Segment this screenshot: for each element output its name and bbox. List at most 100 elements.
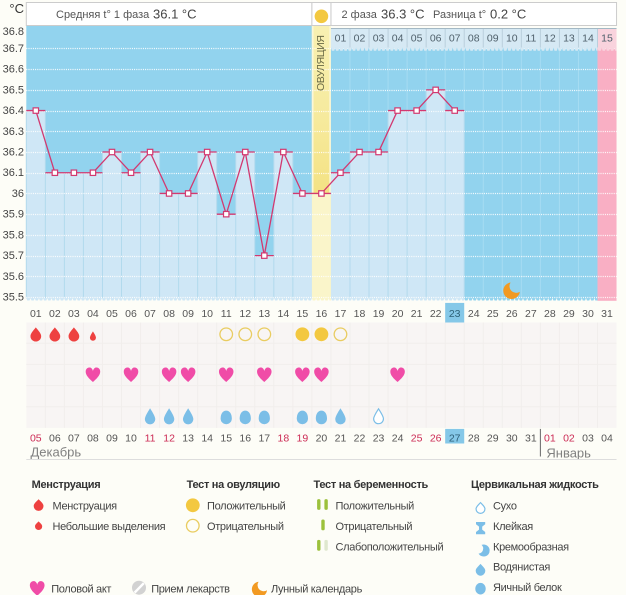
svg-text:21: 21 [335, 432, 347, 444]
svg-text:19: 19 [297, 432, 309, 444]
svg-text:Сухо: Сухо [493, 501, 517, 513]
svg-text:36.6: 36.6 [3, 64, 24, 76]
svg-text:26: 26 [506, 308, 518, 320]
svg-text:08: 08 [468, 33, 480, 45]
svg-text:35.5: 35.5 [3, 292, 24, 304]
svg-text:Отрицательный: Отрицательный [336, 521, 413, 533]
svg-text:25: 25 [487, 308, 499, 320]
svg-text:10: 10 [201, 308, 213, 320]
svg-text:25: 25 [411, 432, 423, 444]
svg-text:30: 30 [506, 432, 518, 444]
svg-text:Положительный: Положительный [207, 501, 286, 513]
svg-text:11: 11 [221, 308, 232, 320]
svg-text:12: 12 [544, 33, 556, 45]
svg-text:36.1 °C: 36.1 °C [153, 7, 197, 22]
svg-text:36: 36 [12, 188, 24, 200]
svg-text:29: 29 [487, 432, 499, 444]
svg-text:13: 13 [563, 33, 575, 45]
svg-text:36.3: 36.3 [3, 126, 24, 138]
svg-text:31: 31 [525, 432, 537, 444]
svg-text:22: 22 [354, 432, 366, 444]
svg-text:13: 13 [258, 308, 270, 320]
svg-text:03: 03 [582, 432, 594, 444]
svg-text:23: 23 [449, 308, 461, 320]
svg-text:Половой акт: Половой акт [51, 583, 111, 595]
svg-text:0.2 °C: 0.2 °C [490, 7, 526, 22]
svg-text:02: 02 [354, 33, 366, 45]
svg-text:05: 05 [30, 432, 42, 444]
svg-text:Лунный календарь: Лунный календарь [271, 583, 363, 595]
svg-text:Январь: Январь [546, 446, 591, 461]
svg-text:09: 09 [487, 33, 499, 45]
svg-text:36.2: 36.2 [3, 147, 24, 159]
svg-text:01: 01 [544, 432, 556, 444]
svg-text:21: 21 [411, 308, 423, 320]
svg-text:16: 16 [239, 432, 251, 444]
svg-text:20: 20 [392, 308, 404, 320]
svg-text:07: 07 [68, 432, 80, 444]
svg-text:20: 20 [316, 432, 328, 444]
svg-text:35.9: 35.9 [3, 209, 24, 221]
svg-text:31: 31 [601, 308, 613, 320]
svg-text:26: 26 [430, 432, 442, 444]
svg-text:14: 14 [277, 308, 289, 320]
svg-text:12: 12 [239, 308, 251, 320]
svg-text:30: 30 [582, 308, 594, 320]
svg-text:11: 11 [145, 432, 156, 444]
svg-text:08: 08 [87, 432, 99, 444]
svg-text:36.7: 36.7 [3, 43, 24, 55]
svg-text:02: 02 [49, 308, 61, 320]
svg-text:10: 10 [506, 33, 518, 45]
svg-text:05: 05 [106, 308, 118, 320]
svg-text:09: 09 [182, 308, 194, 320]
svg-text:Прием лекарств: Прием лекарств [151, 583, 230, 595]
svg-text:13: 13 [182, 432, 194, 444]
svg-text:Средняя t° 1 фаза: Средняя t° 1 фаза [56, 9, 150, 21]
svg-text:01: 01 [335, 33, 347, 45]
svg-text:28: 28 [468, 432, 480, 444]
svg-text:27: 27 [525, 308, 537, 320]
svg-text:15: 15 [297, 308, 309, 320]
svg-text:08: 08 [163, 308, 175, 320]
svg-text:12: 12 [163, 432, 175, 444]
svg-text:06: 06 [49, 432, 61, 444]
svg-text:35.6: 35.6 [3, 271, 24, 283]
svg-text:°C: °C [9, 1, 24, 16]
svg-text:Менструация: Менструация [53, 501, 118, 513]
svg-text:04: 04 [601, 432, 613, 444]
svg-text:15: 15 [601, 33, 613, 45]
svg-text:14: 14 [201, 432, 213, 444]
svg-text:24: 24 [468, 308, 480, 320]
svg-text:Кремообразная: Кремообразная [493, 541, 569, 553]
svg-text:ОВУЛЯЦИЯ: ОВУЛЯЦИЯ [315, 35, 327, 91]
svg-text:36.4: 36.4 [3, 105, 24, 117]
svg-text:05: 05 [411, 33, 423, 45]
svg-text:06: 06 [430, 33, 442, 45]
svg-text:10: 10 [125, 432, 137, 444]
svg-text:Водянистая: Водянистая [493, 562, 550, 574]
svg-text:04: 04 [87, 308, 99, 320]
svg-text:Небольшие выделения: Небольшие выделения [53, 521, 166, 533]
svg-text:2 фаза: 2 фаза [342, 9, 378, 21]
svg-text:03: 03 [373, 33, 385, 45]
svg-text:Положительный: Положительный [336, 501, 415, 513]
svg-text:22: 22 [430, 308, 442, 320]
svg-text:Менструация: Менструация [32, 479, 101, 491]
svg-text:Разница t°: Разница t° [433, 9, 486, 21]
svg-text:04: 04 [392, 33, 404, 45]
svg-text:18: 18 [354, 308, 366, 320]
svg-text:24: 24 [392, 432, 404, 444]
svg-text:35.8: 35.8 [3, 229, 24, 241]
svg-text:07: 07 [144, 308, 156, 320]
svg-text:15: 15 [220, 432, 232, 444]
svg-text:02: 02 [563, 432, 575, 444]
svg-text:36.8: 36.8 [3, 26, 24, 38]
svg-text:07: 07 [449, 33, 461, 45]
svg-text:23: 23 [373, 432, 385, 444]
svg-text:19: 19 [373, 308, 385, 320]
svg-text:01: 01 [30, 308, 42, 320]
svg-text:17: 17 [258, 432, 270, 444]
svg-text:27: 27 [449, 432, 461, 444]
svg-text:Тест на овуляцию: Тест на овуляцию [187, 479, 280, 491]
svg-text:Яичный белок: Яичный белок [493, 582, 562, 594]
